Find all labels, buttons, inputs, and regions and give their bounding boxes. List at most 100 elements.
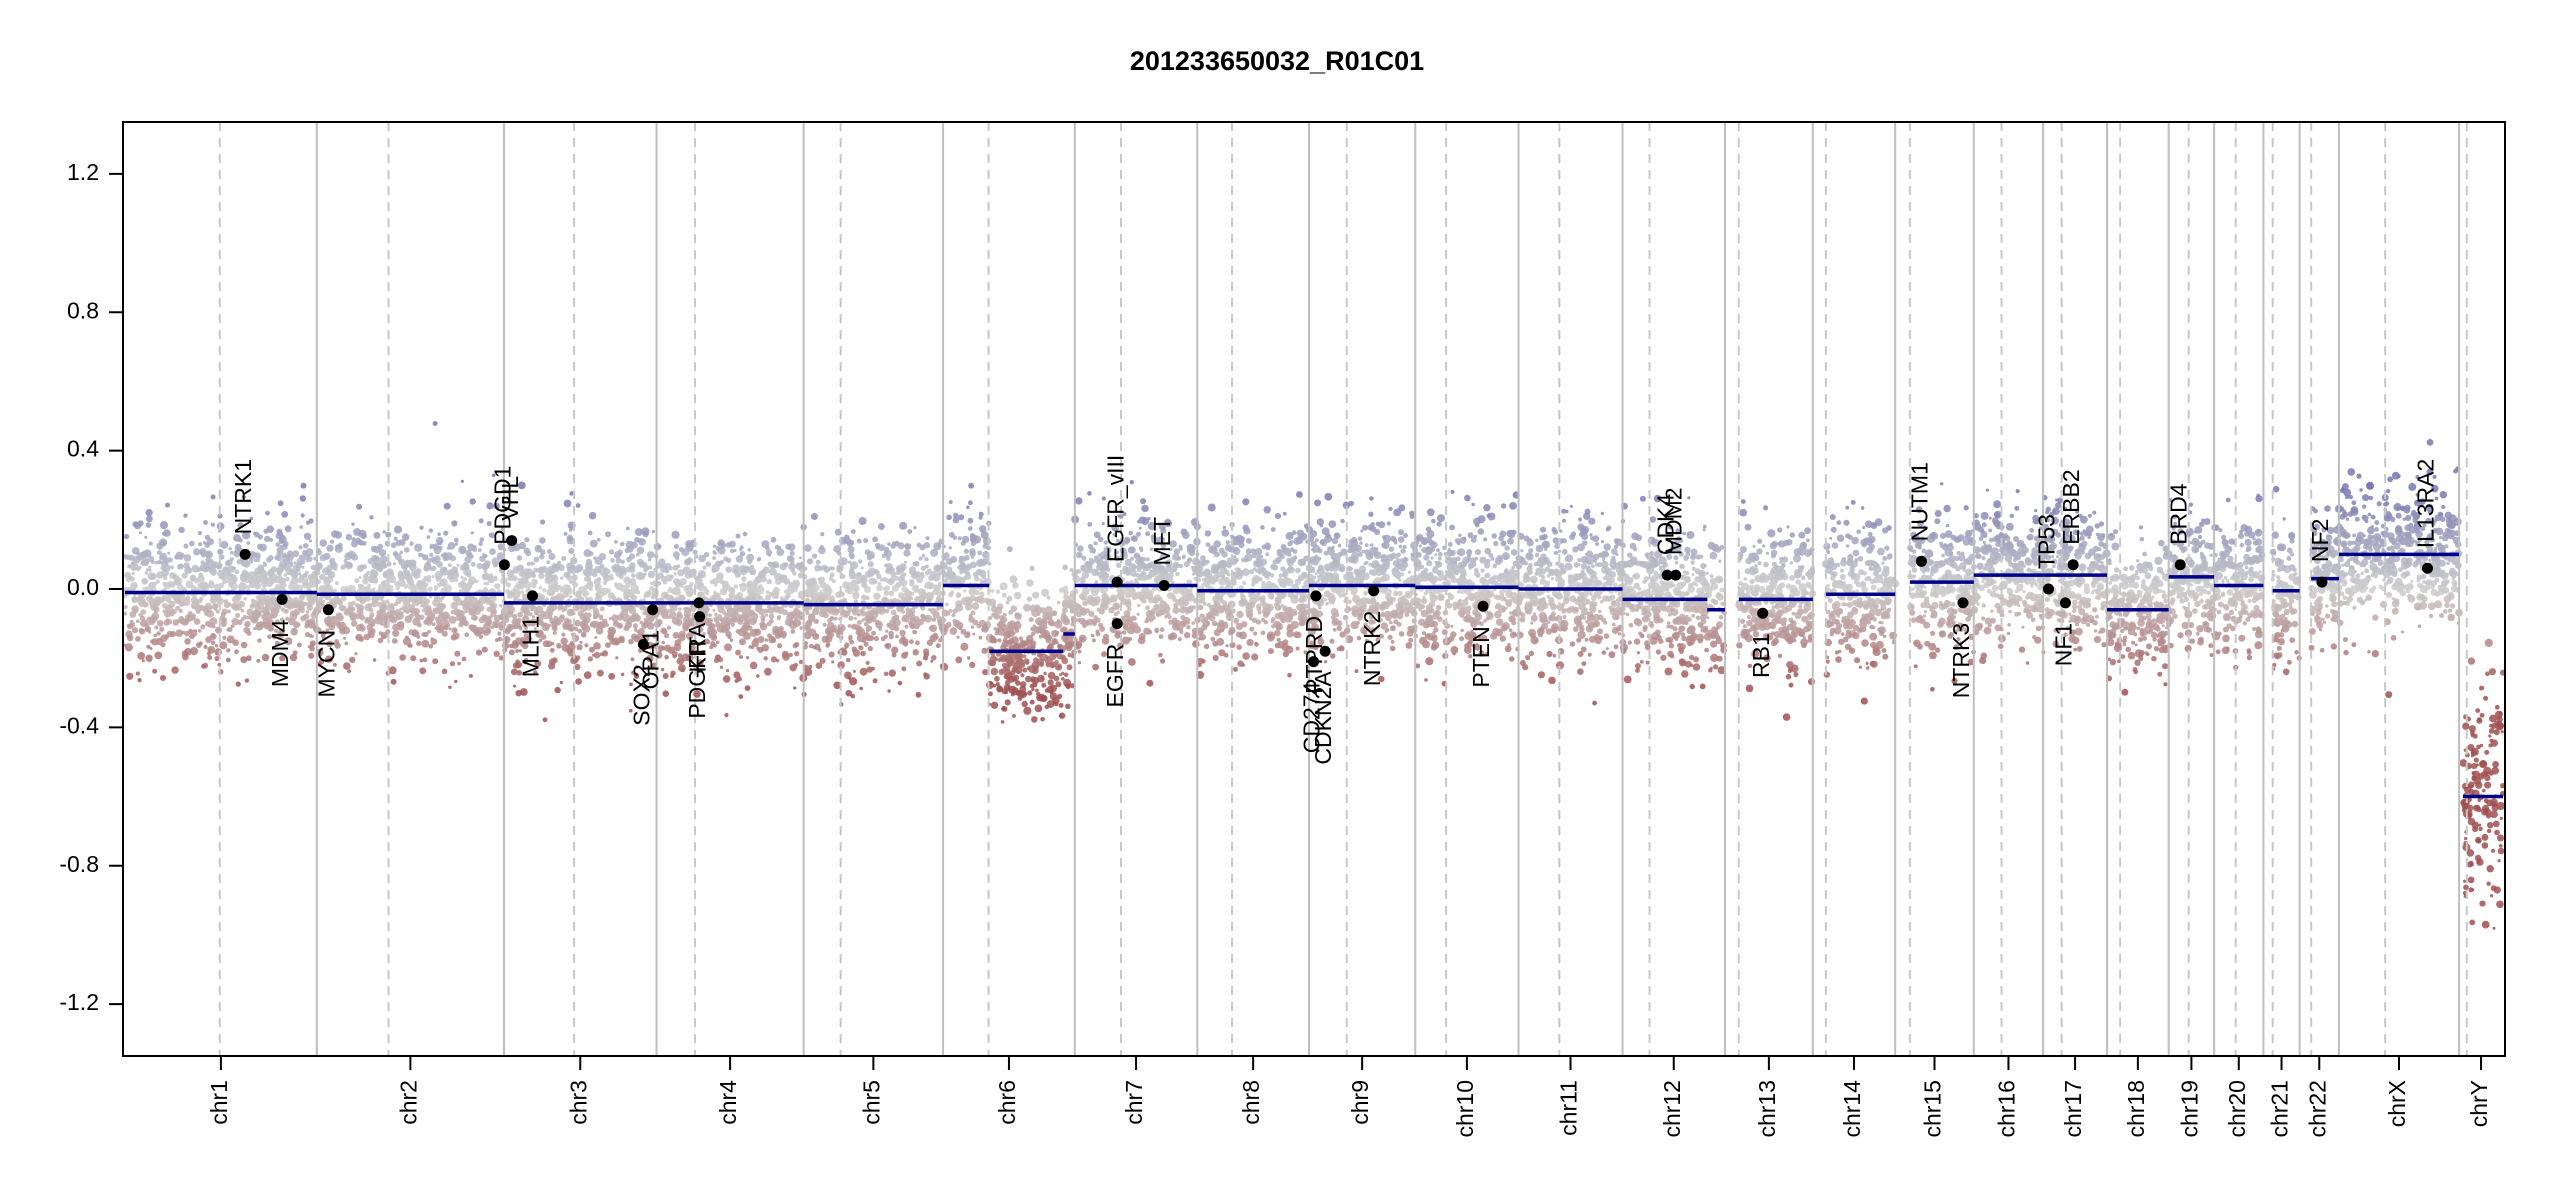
data-point: [987, 691, 993, 697]
data-point: [935, 643, 941, 649]
data-point: [283, 573, 287, 577]
data-point: [1031, 609, 1040, 617]
data-point: [172, 573, 177, 579]
data-point: [246, 608, 254, 616]
data-point: [193, 548, 201, 556]
data-point: [511, 613, 518, 620]
data-point: [874, 569, 880, 576]
data-point: [1057, 643, 1063, 650]
data-point: [777, 545, 782, 550]
data-point: [1023, 706, 1032, 715]
data-point: [310, 581, 315, 585]
data-point: [972, 632, 976, 636]
data-point: [989, 636, 996, 642]
data-point: [583, 671, 592, 679]
data-point: [636, 558, 644, 566]
data-point: [343, 611, 347, 615]
data-point: [1177, 556, 1182, 560]
data-point: [1269, 573, 1275, 578]
data-point: [435, 536, 444, 545]
data-point: [724, 713, 729, 718]
data-point: [356, 565, 364, 572]
data-point: [676, 613, 684, 620]
data-point: [546, 560, 551, 565]
data-point: [392, 562, 397, 566]
data-point: [245, 585, 251, 590]
data-point: [408, 613, 414, 620]
data-point: [1042, 612, 1050, 620]
data-point: [738, 694, 744, 699]
data-point: [228, 547, 232, 551]
data-point: [253, 610, 262, 619]
data-point: [955, 656, 963, 664]
data-point: [1125, 587, 1130, 592]
data-point: [271, 634, 277, 640]
data-point: [392, 551, 399, 557]
data-point: [554, 686, 561, 694]
data-point: [1158, 652, 1163, 658]
data-point: [160, 675, 166, 681]
data-point: [589, 582, 593, 586]
data-point: [861, 594, 867, 601]
data-point: [199, 605, 205, 610]
data-point: [749, 570, 755, 576]
data-point: [542, 717, 548, 723]
data-point: [1329, 638, 1335, 644]
data-point: [448, 616, 457, 624]
data-point: [450, 555, 456, 562]
data-point: [238, 600, 246, 608]
data-point: [629, 682, 633, 687]
data-point: [574, 619, 581, 627]
data-point: [1205, 583, 1211, 589]
data-point: [867, 561, 874, 568]
data-point: [977, 550, 983, 556]
data-point: [638, 538, 646, 546]
data-point: [517, 564, 524, 572]
data-point: [931, 617, 937, 622]
data-point: [994, 675, 1000, 682]
data-point: [1012, 582, 1019, 589]
data-point: [614, 583, 619, 588]
data-point: [385, 629, 391, 635]
data-point: [280, 607, 286, 612]
data-point: [1244, 553, 1253, 562]
data-point: [1220, 628, 1224, 633]
data-point: [586, 612, 592, 618]
data-point: [630, 657, 635, 662]
data-point: [776, 548, 785, 557]
data-point: [724, 584, 731, 591]
data-point: [978, 558, 987, 567]
data-point: [970, 625, 975, 629]
data-point: [297, 642, 302, 648]
data-point: [623, 576, 631, 584]
data-point: [494, 638, 499, 642]
data-point: [446, 546, 450, 550]
data-point: [1261, 567, 1266, 572]
data-point: [1233, 617, 1240, 624]
data-point: [388, 615, 396, 622]
data-point: [269, 619, 274, 624]
data-point: [672, 564, 679, 571]
data-point: [1076, 617, 1082, 623]
data-point: [583, 576, 590, 582]
data-point: [137, 652, 146, 660]
data-point: [856, 538, 862, 544]
data-point: [1226, 573, 1231, 577]
data-point: [947, 560, 953, 565]
data-point: [420, 553, 425, 557]
data-point: [617, 552, 622, 557]
data-point: [1208, 614, 1216, 622]
data-point: [538, 572, 545, 580]
data-point: [127, 564, 132, 569]
data-point: [583, 571, 587, 575]
data-point: [746, 656, 750, 660]
data-point: [214, 644, 219, 648]
data-point: [145, 654, 153, 662]
data-point: [571, 564, 576, 569]
data-point: [964, 632, 971, 639]
data-point: [1238, 570, 1242, 575]
data-point: [1186, 625, 1191, 630]
data-point: [505, 588, 510, 594]
data-point: [767, 561, 773, 567]
data-point: [1144, 591, 1151, 598]
